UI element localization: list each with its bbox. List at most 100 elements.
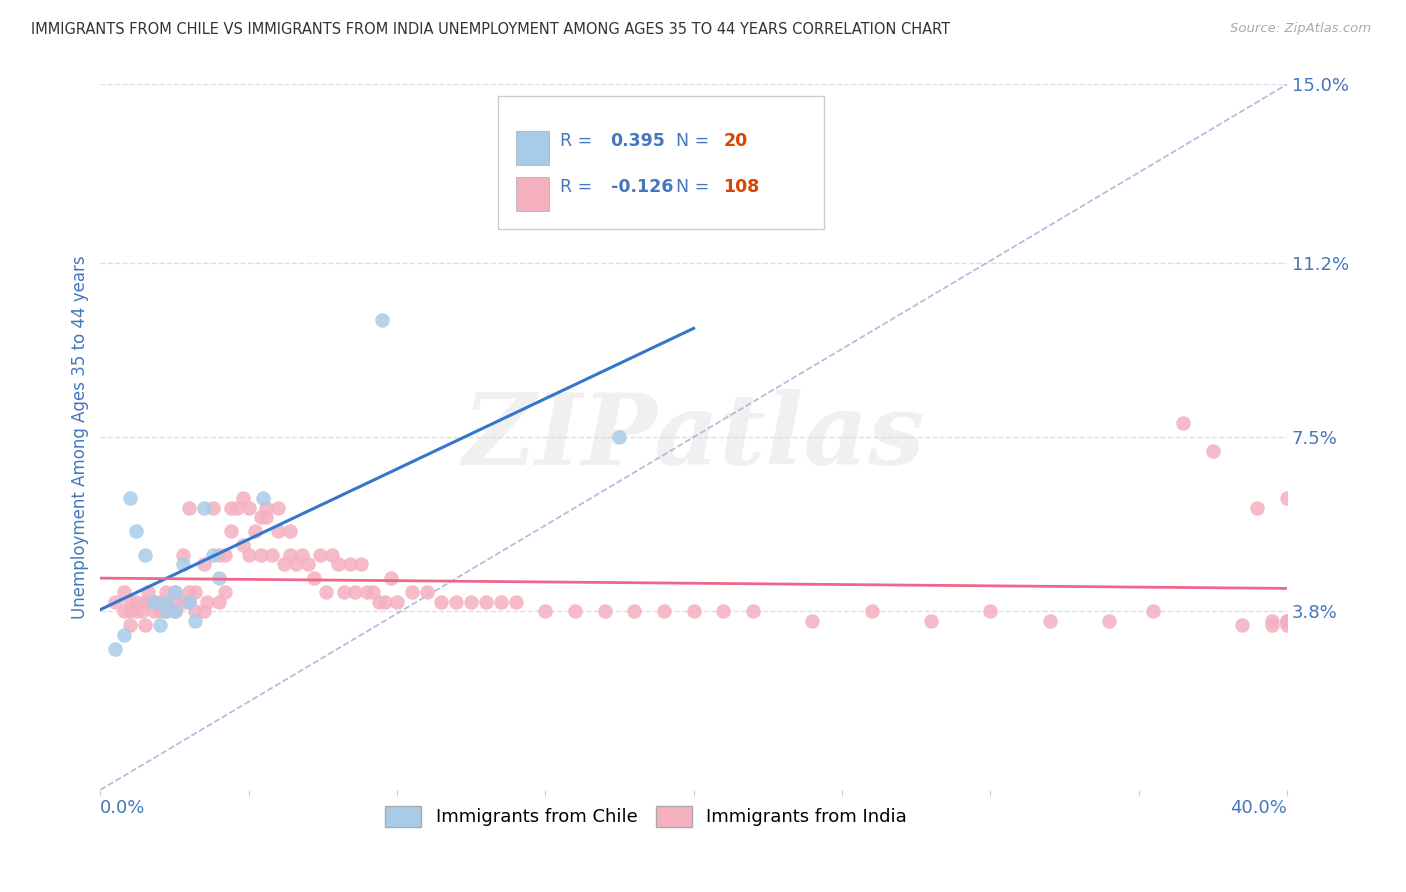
Point bbox=[118, 491, 141, 506]
Point bbox=[1275, 614, 1298, 628]
Point bbox=[163, 604, 186, 618]
Point bbox=[1275, 618, 1298, 632]
Point bbox=[136, 585, 159, 599]
Point bbox=[446, 595, 468, 609]
Point bbox=[1098, 614, 1121, 628]
Point bbox=[163, 585, 186, 599]
Text: R =: R = bbox=[560, 178, 592, 195]
Point bbox=[112, 585, 135, 599]
Point bbox=[208, 548, 231, 562]
Point bbox=[179, 595, 201, 609]
Point bbox=[371, 312, 394, 326]
FancyBboxPatch shape bbox=[498, 96, 824, 229]
Point bbox=[321, 548, 343, 562]
FancyBboxPatch shape bbox=[516, 177, 548, 211]
Point bbox=[193, 500, 215, 515]
Point bbox=[278, 524, 301, 539]
Point bbox=[125, 524, 148, 539]
Point bbox=[252, 491, 274, 506]
Point bbox=[118, 618, 141, 632]
Point bbox=[326, 557, 349, 571]
Point bbox=[136, 595, 159, 609]
Text: Source: ZipAtlas.com: Source: ZipAtlas.com bbox=[1230, 22, 1371, 36]
Point bbox=[214, 548, 236, 562]
Point bbox=[243, 524, 266, 539]
Point bbox=[534, 604, 557, 618]
Point bbox=[1246, 500, 1268, 515]
Point bbox=[1275, 614, 1298, 628]
Point bbox=[401, 585, 423, 599]
Point bbox=[262, 548, 284, 562]
Point bbox=[593, 604, 616, 618]
Point bbox=[155, 595, 177, 609]
Point bbox=[297, 557, 319, 571]
Point bbox=[155, 585, 177, 599]
Point bbox=[184, 604, 207, 618]
Point bbox=[112, 604, 135, 618]
Point bbox=[149, 604, 172, 618]
Point bbox=[564, 604, 586, 618]
Text: 40.0%: 40.0% bbox=[1230, 799, 1286, 817]
Point bbox=[505, 595, 527, 609]
Point bbox=[344, 585, 367, 599]
Point bbox=[1261, 618, 1284, 632]
Point bbox=[273, 557, 295, 571]
Point bbox=[179, 595, 201, 609]
Point bbox=[267, 500, 290, 515]
Point bbox=[350, 557, 373, 571]
Point bbox=[172, 557, 194, 571]
Point bbox=[430, 595, 453, 609]
Point bbox=[208, 595, 231, 609]
Point bbox=[315, 585, 337, 599]
Point bbox=[332, 585, 354, 599]
Point bbox=[256, 500, 278, 515]
Point bbox=[219, 500, 242, 515]
Point bbox=[308, 548, 330, 562]
Text: N =: N = bbox=[676, 178, 709, 195]
Point bbox=[134, 618, 156, 632]
Point bbox=[415, 585, 437, 599]
Point bbox=[302, 571, 325, 585]
Point bbox=[219, 524, 242, 539]
Point bbox=[249, 510, 271, 524]
Point bbox=[112, 628, 135, 642]
Point bbox=[267, 524, 290, 539]
Text: 20: 20 bbox=[723, 132, 748, 150]
Point bbox=[920, 614, 942, 628]
Point bbox=[184, 614, 207, 628]
Point bbox=[278, 548, 301, 562]
Point bbox=[460, 595, 482, 609]
Point bbox=[172, 595, 194, 609]
Point bbox=[195, 595, 218, 609]
Point bbox=[1261, 614, 1284, 628]
Point bbox=[214, 585, 236, 599]
Point bbox=[208, 571, 231, 585]
Text: IMMIGRANTS FROM CHILE VS IMMIGRANTS FROM INDIA UNEMPLOYMENT AMONG AGES 35 TO 44 : IMMIGRANTS FROM CHILE VS IMMIGRANTS FROM… bbox=[31, 22, 950, 37]
Point bbox=[155, 595, 177, 609]
Point bbox=[134, 548, 156, 562]
Point bbox=[155, 604, 177, 618]
Point bbox=[149, 595, 172, 609]
Point bbox=[238, 500, 260, 515]
Point bbox=[142, 595, 165, 609]
Point bbox=[232, 491, 254, 506]
Point bbox=[339, 557, 361, 571]
Text: ZIPatlas: ZIPatlas bbox=[463, 389, 925, 485]
Point bbox=[1038, 614, 1060, 628]
Y-axis label: Unemployment Among Ages 35 to 44 years: Unemployment Among Ages 35 to 44 years bbox=[72, 255, 89, 619]
Point bbox=[742, 604, 765, 618]
Point bbox=[682, 604, 704, 618]
Point bbox=[801, 614, 824, 628]
Point bbox=[163, 604, 186, 618]
Point bbox=[118, 604, 141, 618]
Point bbox=[202, 500, 225, 515]
Point bbox=[238, 548, 260, 562]
Text: N =: N = bbox=[676, 132, 709, 150]
Point bbox=[179, 500, 201, 515]
Legend: Immigrants from Chile, Immigrants from India: Immigrants from Chile, Immigrants from I… bbox=[378, 798, 914, 834]
Point bbox=[142, 604, 165, 618]
Point bbox=[163, 585, 186, 599]
Point bbox=[125, 604, 148, 618]
Point bbox=[172, 548, 194, 562]
Point bbox=[623, 604, 645, 618]
